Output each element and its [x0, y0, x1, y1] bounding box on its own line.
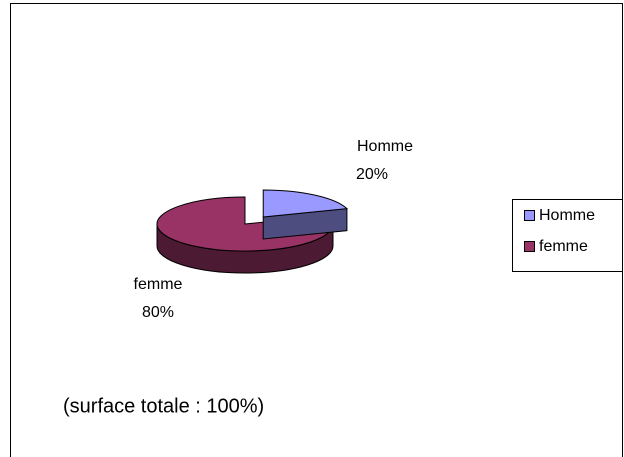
legend-label: femme: [539, 238, 588, 255]
annotation: (surface totale : 100%): [63, 395, 264, 417]
legend-swatch: [524, 210, 535, 221]
data-label-name: Homme: [357, 138, 413, 155]
data-label-value: 20%: [356, 166, 388, 183]
data-label-name: femme: [134, 276, 183, 293]
data-label-value: 80%: [142, 304, 174, 321]
legend-label: Homme: [539, 207, 595, 224]
legend-swatch: [524, 241, 535, 252]
slice: [262, 189, 349, 218]
slice: [156, 196, 334, 252]
